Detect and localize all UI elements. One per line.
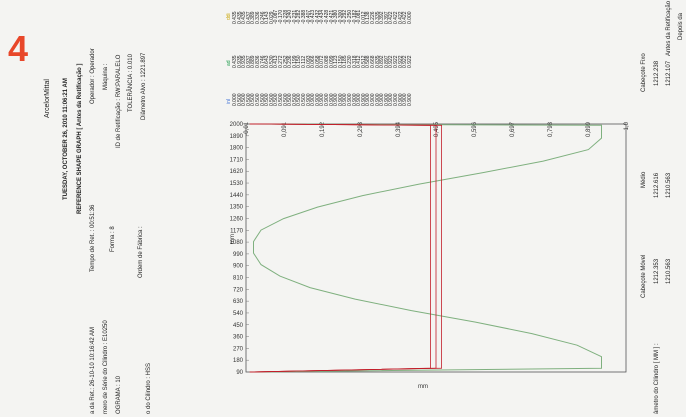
x-tick-label: 1260	[230, 216, 244, 222]
chart-series	[249, 123, 602, 373]
info-right-2: Máquina :	[103, 63, 109, 90]
x-tick-label: 630	[233, 299, 244, 305]
x-tick-label: 1530	[230, 181, 244, 187]
movel-label: Cabeçote Móvel	[641, 254, 647, 298]
x-tick-label: 900	[233, 264, 244, 270]
info-right-1: Operador : Operador	[90, 48, 96, 104]
x-tick-label: 1170	[230, 228, 244, 234]
y-tick-label: 0,495	[434, 121, 440, 137]
after-label-1: Antes da Retificação	[666, 0, 672, 56]
x-tick-label: 540	[233, 311, 244, 317]
x-tick-label: 180	[233, 358, 244, 364]
diameter-label: âmetro do Cilindro [ MM ] :	[654, 343, 660, 414]
info-left-2: mero de Série do Cilindro : E10250	[103, 320, 109, 414]
x-tick-label: 1710	[230, 157, 244, 163]
x-tick-label: 1080	[230, 240, 244, 246]
x-tick-label: 2000	[230, 122, 244, 128]
x-tick-label: 720	[233, 287, 244, 293]
report-datetime: TUESDAY, OCTOBER 26, 2010 11:06:21 AM	[63, 78, 69, 200]
brand-name: ArcelorMittal	[44, 79, 51, 118]
y-tick-label: 0,394	[396, 121, 402, 137]
x-tick-label: 810	[233, 276, 244, 282]
x-tick-label: 1620	[230, 169, 244, 175]
info-left-1: a da Ret.: 26-10-10 10:16:42 AM	[90, 326, 96, 414]
info-right-4: TOLERÂNCIA : 0.010	[128, 54, 134, 112]
y-tick-label: 0,293	[358, 121, 364, 137]
y-tick-label: 0,798	[548, 121, 554, 137]
y-tick-label: 0,192	[320, 121, 326, 137]
table-cell: 0.922	[406, 55, 413, 68]
fixo-label: Cabeçote Fixo	[641, 53, 647, 92]
info-middle-1: Tempo de Ret. : 00:51:36	[90, 204, 96, 272]
y-tick-label: 0,899	[586, 121, 592, 137]
cylinder-type: o do Cilindro : HSS	[146, 362, 152, 414]
y-tick-label: 0,697	[510, 121, 516, 137]
y-tick-label: 0,596	[472, 121, 478, 137]
x-tick-label: 270	[233, 346, 244, 352]
report-subtitle: [ Antes da Retificação ]	[77, 63, 83, 130]
series-line-tolerance-upper	[249, 123, 443, 373]
table-cell: 0.000	[406, 11, 413, 24]
chart-x-ticks: 90 180 270 360 450 540 630 720 810 900 990 1080 1170…	[230, 122, 249, 376]
y-tick-label: 0,091	[282, 121, 288, 137]
x-tick-label: 1440	[230, 193, 244, 199]
shape-graph-chart: 1,0 0,899 0,798 0,697 0,596 0,495 0,394 0,293 0,…	[230, 121, 630, 390]
chart-unit-label: mm	[230, 234, 236, 244]
fixo-value-1: 1212.238	[654, 60, 660, 86]
arcelormittal-flame-logo-icon: 4	[8, 28, 29, 69]
x-tick-label: 1890	[230, 134, 244, 140]
after-label-2: Depois da	[678, 12, 684, 40]
x-tick-label: 990	[233, 252, 244, 258]
movel-value-2: 1210.563	[666, 258, 672, 284]
report-title-text: REFERENCE SHAPE GRAPH	[77, 131, 83, 214]
fixo-value-2: 1212.107	[666, 60, 672, 86]
y-tick-label: -0,01	[244, 121, 250, 135]
info-right-3: ID de Retificação : RW:PARALELO	[116, 54, 122, 148]
medio-value-1: 1212.616	[654, 172, 660, 198]
x-tick-label: 1350	[230, 205, 244, 211]
x-tick-label: 90	[236, 370, 243, 376]
info-left-3: OGRAMA : 10	[116, 375, 122, 414]
chart-x-axis-label: mm	[418, 384, 428, 390]
table-cell: 0.900	[406, 93, 413, 106]
movel-value-1: 1212.353	[654, 258, 660, 284]
series-line-measured	[249, 123, 437, 373]
x-tick-label: 1800	[230, 146, 244, 152]
medio-label: Médio	[641, 171, 647, 188]
info-middle-3: Ordem de Fábrica :	[138, 226, 144, 278]
info-middle-2: Forma : 8	[110, 226, 116, 252]
report-title: REFERENCE SHAPE GRAPH [ Antes da Retific…	[77, 64, 83, 215]
x-tick-label: 360	[233, 335, 244, 341]
y-tick-label: 1,0	[624, 121, 630, 130]
series-line-tolerance-lower	[249, 123, 431, 373]
x-tick-label: 450	[233, 323, 244, 329]
series-line-reference-shape	[249, 123, 602, 373]
medio-value-2: 1210.563	[666, 172, 672, 198]
info-right-5: Diâmetro Alvo : 1221.897	[141, 52, 147, 120]
